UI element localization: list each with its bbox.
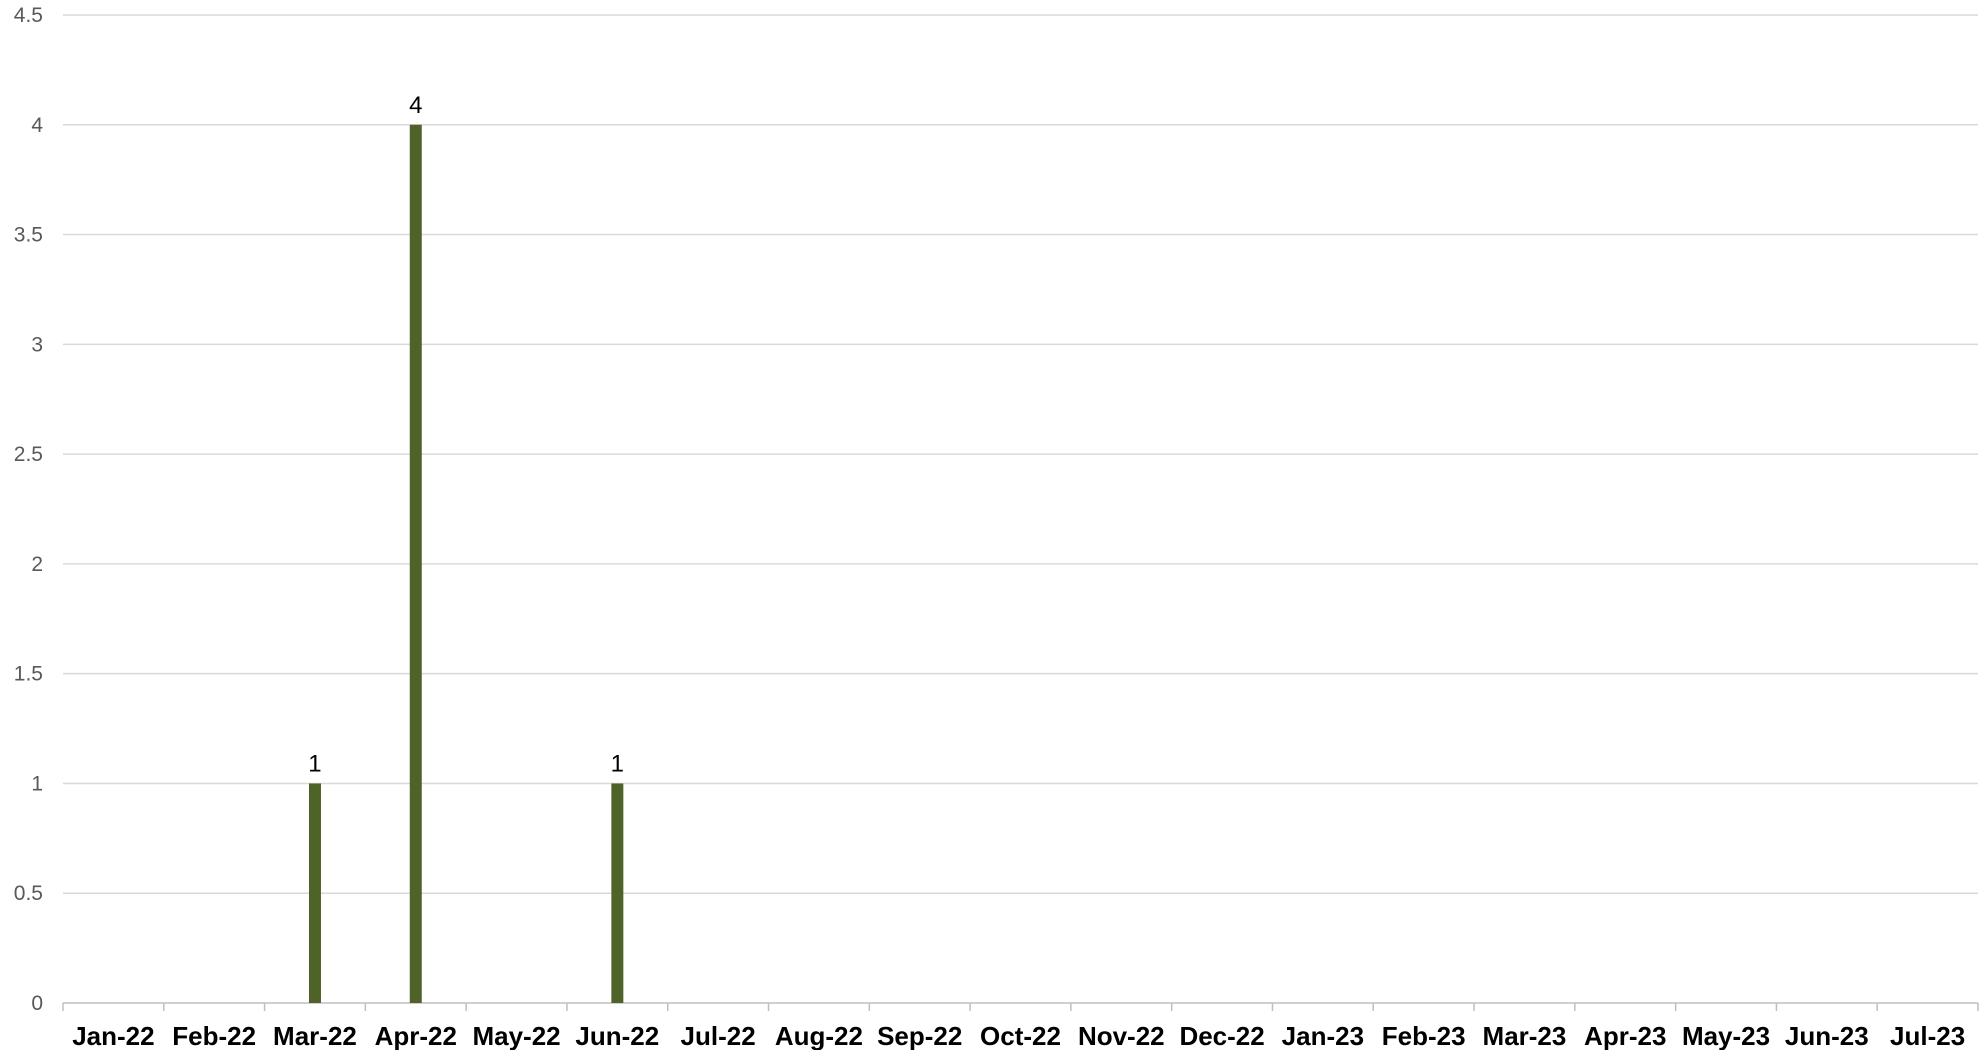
x-category-label: Jun-22 [575,1021,659,1050]
x-category-label: Jul-22 [681,1021,756,1050]
y-tick-label: 1 [31,772,43,795]
bars [308,124,624,1004]
x-category-label: Apr-23 [1584,1021,1666,1050]
bar-jun-22 [611,783,624,1003]
y-tick-label: 2 [31,553,43,576]
x-category-label: May-22 [472,1021,560,1050]
x-axis-category-labels: Jan-22 Feb-22 Mar-22 Apr-22 May-22 Jun-22 Jul-… [72,1021,1965,1051]
x-category-label: Sep-22 [877,1021,962,1050]
data-label: 4 [409,92,422,119]
x-axis [62,1002,1979,1011]
data-label: 1 [611,750,624,777]
x-category-label: Jan-22 [72,1021,154,1050]
x-category-label: Mar-22 [273,1021,357,1050]
y-tick-label: 0.5 [14,882,43,905]
x-category-label: Mar-23 [1483,1021,1567,1050]
x-category-label: Aug-22 [775,1021,863,1050]
x-category-label: May-23 [1682,1021,1770,1050]
y-tick-label: 3.5 [14,224,43,247]
data-label: 1 [308,750,321,777]
x-category-label: Oct-22 [980,1021,1061,1050]
x-category-label: Jul-23 [1890,1021,1965,1050]
y-tick-label: 4.5 [14,4,43,27]
y-tick-label: 1.5 [14,663,43,686]
y-tick-label: 0 [31,992,43,1015]
x-category-label: Feb-23 [1382,1021,1466,1050]
x-category-label: Jan-23 [1282,1021,1364,1050]
y-tick-label: 2.5 [14,443,43,466]
x-category-label: Nov-22 [1078,1021,1165,1050]
x-category-label: Apr-22 [375,1021,457,1050]
x-category-label: Feb-22 [172,1021,256,1050]
y-tick-label: 4 [31,114,43,137]
y-tick-label: 3 [31,333,43,356]
gridlines [63,14,1978,894]
x-category-label: Jun-23 [1785,1021,1869,1050]
bar-mar-22 [308,783,321,1003]
y-axis-tick-labels: 0 0.5 1 1.5 2 2.5 3 3.5 4 4.5 [14,4,44,1015]
data-labels: 1 4 1 [308,92,624,778]
x-category-label: Dec-22 [1179,1021,1264,1050]
bar-apr-22 [409,124,422,1004]
